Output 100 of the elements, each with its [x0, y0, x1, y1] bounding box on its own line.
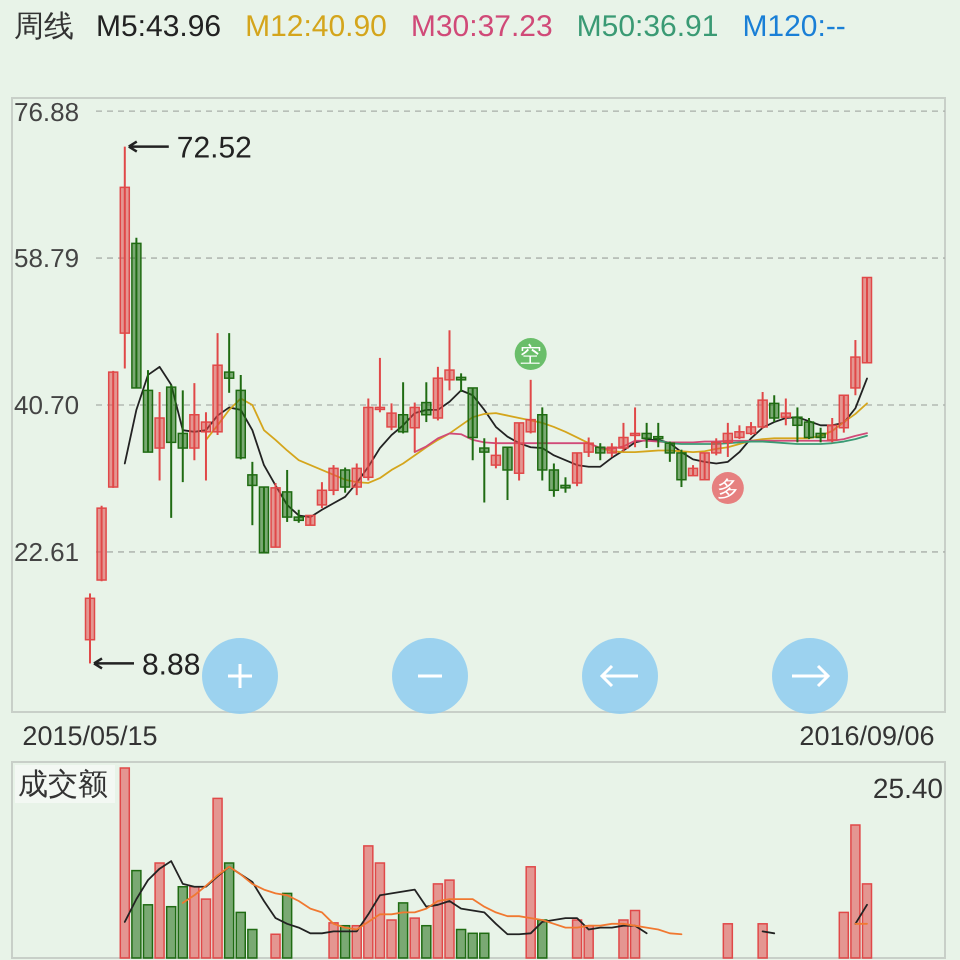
candlestick [224, 332, 234, 394]
bar [398, 902, 408, 959]
bar [212, 798, 223, 959]
candlestick [363, 398, 374, 482]
candlestick [178, 389, 188, 484]
candlestick [374, 356, 386, 414]
candlestick [768, 394, 780, 424]
legend-label: M120:-- [742, 10, 846, 43]
candlestick [421, 381, 432, 424]
candlestick [258, 486, 270, 554]
bar [131, 870, 142, 959]
candlestick [409, 402, 420, 454]
candlestick [653, 422, 664, 448]
candlestick [606, 442, 618, 458]
candlestick [548, 462, 560, 498]
candlestick [131, 236, 142, 389]
bar [409, 917, 420, 959]
candlestick [572, 452, 582, 488]
x-tick-label: 2015/05/15 [22, 721, 158, 751]
candlestick [757, 391, 768, 430]
candlestick [525, 378, 536, 434]
bar [525, 866, 536, 959]
bar [583, 924, 594, 959]
bar [421, 924, 432, 959]
text: M5:43.96 [96, 10, 222, 43]
candlestick [664, 440, 676, 463]
candlestick [351, 462, 362, 496]
bar [862, 883, 872, 959]
candlestick [710, 437, 722, 456]
annotation: 多 [716, 476, 739, 501]
candlestick [386, 402, 397, 432]
candlestick [247, 460, 258, 526]
candlestick [583, 436, 594, 458]
candlestick [514, 422, 524, 482]
bar [328, 922, 339, 959]
candlestick [189, 382, 200, 462]
bar [247, 928, 258, 959]
candlestick [722, 422, 734, 458]
candlestick [236, 374, 246, 460]
text: M50:36.91 [576, 10, 718, 43]
bar [444, 879, 455, 959]
candlestick [316, 481, 328, 510]
bar [722, 923, 734, 959]
bar [236, 912, 246, 959]
candlestick [200, 411, 212, 482]
candlestick [456, 372, 466, 394]
annotation: 72.52 [176, 132, 252, 165]
text: 25.40 [872, 773, 943, 804]
candlestick [734, 424, 745, 440]
bar [270, 934, 281, 959]
bar [178, 886, 188, 959]
candlestick [641, 422, 652, 450]
candlestick [166, 384, 176, 519]
candlestick [270, 482, 281, 548]
candlestick [746, 421, 756, 436]
candlestick [850, 339, 861, 396]
bar [537, 919, 548, 959]
candlestick [154, 391, 165, 482]
candlestick [432, 366, 444, 422]
bar [838, 912, 850, 959]
candlestick [328, 464, 339, 496]
chart-title: 成交额 [18, 768, 108, 801]
bar [630, 910, 640, 959]
bar [850, 824, 861, 959]
candlestick [630, 406, 640, 448]
candlestick [444, 329, 455, 392]
candlestick [108, 370, 118, 489]
bar [224, 862, 234, 959]
candlestick [826, 416, 838, 444]
candlestick [293, 508, 304, 524]
candlestick [537, 406, 548, 482]
y-tick-label: 22.61 [14, 536, 80, 567]
candlestick [595, 442, 606, 462]
candlestick [212, 332, 223, 436]
bar [120, 767, 130, 959]
candlestick [282, 468, 292, 523]
bar [374, 862, 386, 959]
candlestick [838, 394, 850, 434]
bar [467, 932, 478, 959]
candlestick [340, 466, 350, 494]
bar [142, 904, 154, 959]
bar [618, 919, 629, 959]
bar [757, 923, 768, 959]
candlestick [490, 436, 502, 470]
candlestick [479, 437, 490, 504]
bar [200, 898, 212, 959]
x-tick-label: 2016/09/06 [799, 721, 935, 751]
y-tick-label: 58.79 [14, 243, 80, 274]
candlestick [96, 504, 107, 582]
candlestick [815, 426, 826, 444]
candlestick [467, 386, 478, 462]
annotation: 8.88 [142, 648, 200, 682]
candlestick [676, 448, 687, 488]
text: M30:37.23 [410, 10, 553, 43]
y-tick-label: 40.70 [14, 390, 80, 420]
candlestick [120, 146, 130, 370]
candlestick [398, 381, 408, 434]
candlestick [618, 422, 629, 452]
bar [282, 892, 292, 959]
candlestick [780, 398, 792, 426]
